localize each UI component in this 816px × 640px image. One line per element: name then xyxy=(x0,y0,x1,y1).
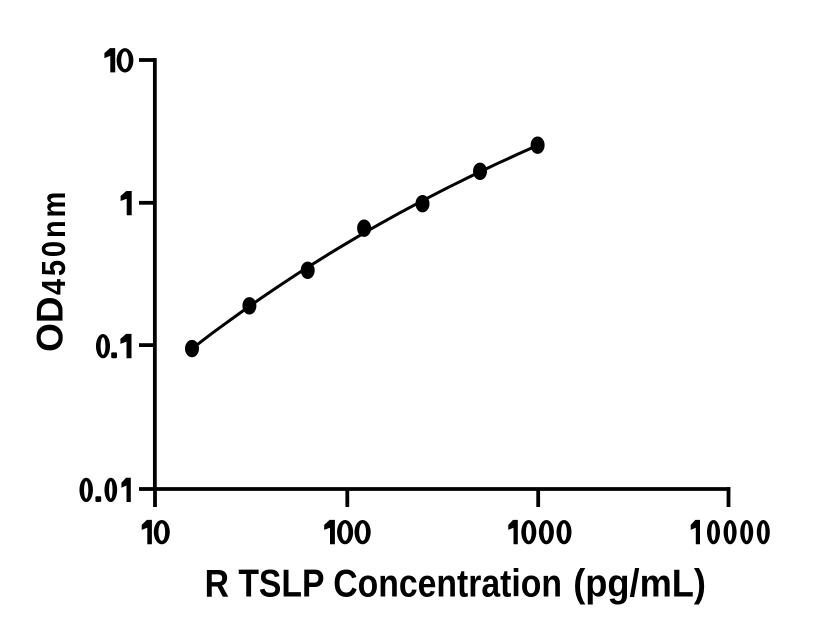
svg-text:450nm: 450nm xyxy=(35,189,72,295)
svg-text:R TSLP Concentration: R TSLP Concentration xyxy=(205,561,562,605)
svg-text:OD: OD xyxy=(30,296,71,352)
svg-text:(pg/mL): (pg/mL) xyxy=(573,561,706,605)
